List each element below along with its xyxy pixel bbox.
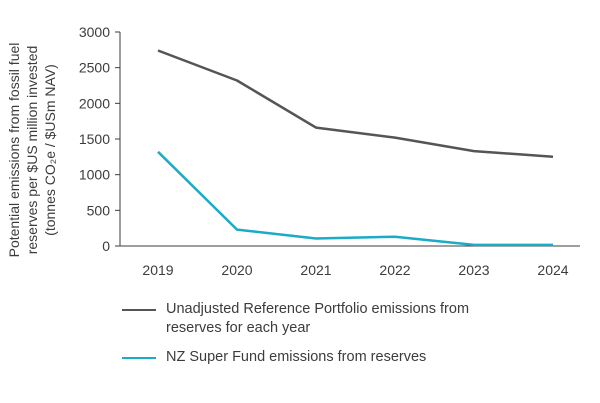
legend-item-reference: Unadjusted Reference Portfolio emissions… [122, 300, 562, 338]
y-axis-label-line-3: (tonnes CO₂e / $USm NAV) [42, 64, 58, 236]
legend: Unadjusted Reference Portfolio emissions… [122, 300, 562, 377]
y-tick-label: 500 [87, 202, 111, 218]
y-tick-label: 1500 [79, 131, 110, 147]
y-tick-label: 2000 [79, 95, 110, 111]
legend-item-nzsf: NZ Super Fund emissions from reserves [122, 348, 562, 367]
series-line-reference [157, 49, 554, 159]
x-tick-label: 2022 [379, 262, 410, 278]
line-chart: Potential emissions from fossil fuel res… [6, 24, 580, 278]
legend-label-reference-line-1: Unadjusted Reference Portfolio emissions… [166, 301, 470, 317]
y-axis-label-line-2: reserves per $US million invested [24, 46, 40, 255]
x-tick-label: 2019 [142, 262, 173, 278]
legend-swatch-reference [122, 309, 156, 311]
y-tick-label: 1000 [79, 167, 110, 183]
y-axis-label: Potential emissions from fossil fuel res… [6, 43, 58, 258]
y-tick-label: 3000 [79, 24, 110, 40]
y-tick-label: 0 [102, 238, 110, 254]
legend-label-nzsf-line-1: NZ Super Fund emissions from reserves [166, 349, 427, 365]
x-tick-label: 2023 [458, 262, 489, 278]
series-lines [157, 49, 554, 247]
legend-label-reference-line-2: reserves for each year [166, 320, 311, 336]
series-line-nzsf [157, 150, 553, 247]
x-tick-label: 2021 [300, 262, 331, 278]
y-axis-label-line-1: Potential emissions from fossil fuel [6, 43, 22, 258]
y-tick-label: 2500 [79, 60, 110, 76]
x-tick-label: 2024 [537, 262, 568, 278]
legend-swatch-nzsf [122, 357, 156, 359]
x-ticks: 2019 2020 2021 2022 2023 2024 [142, 262, 568, 278]
y-ticks: 0 500 1000 1500 2000 2500 3000 [79, 24, 120, 254]
x-tick-label: 2020 [221, 262, 252, 278]
